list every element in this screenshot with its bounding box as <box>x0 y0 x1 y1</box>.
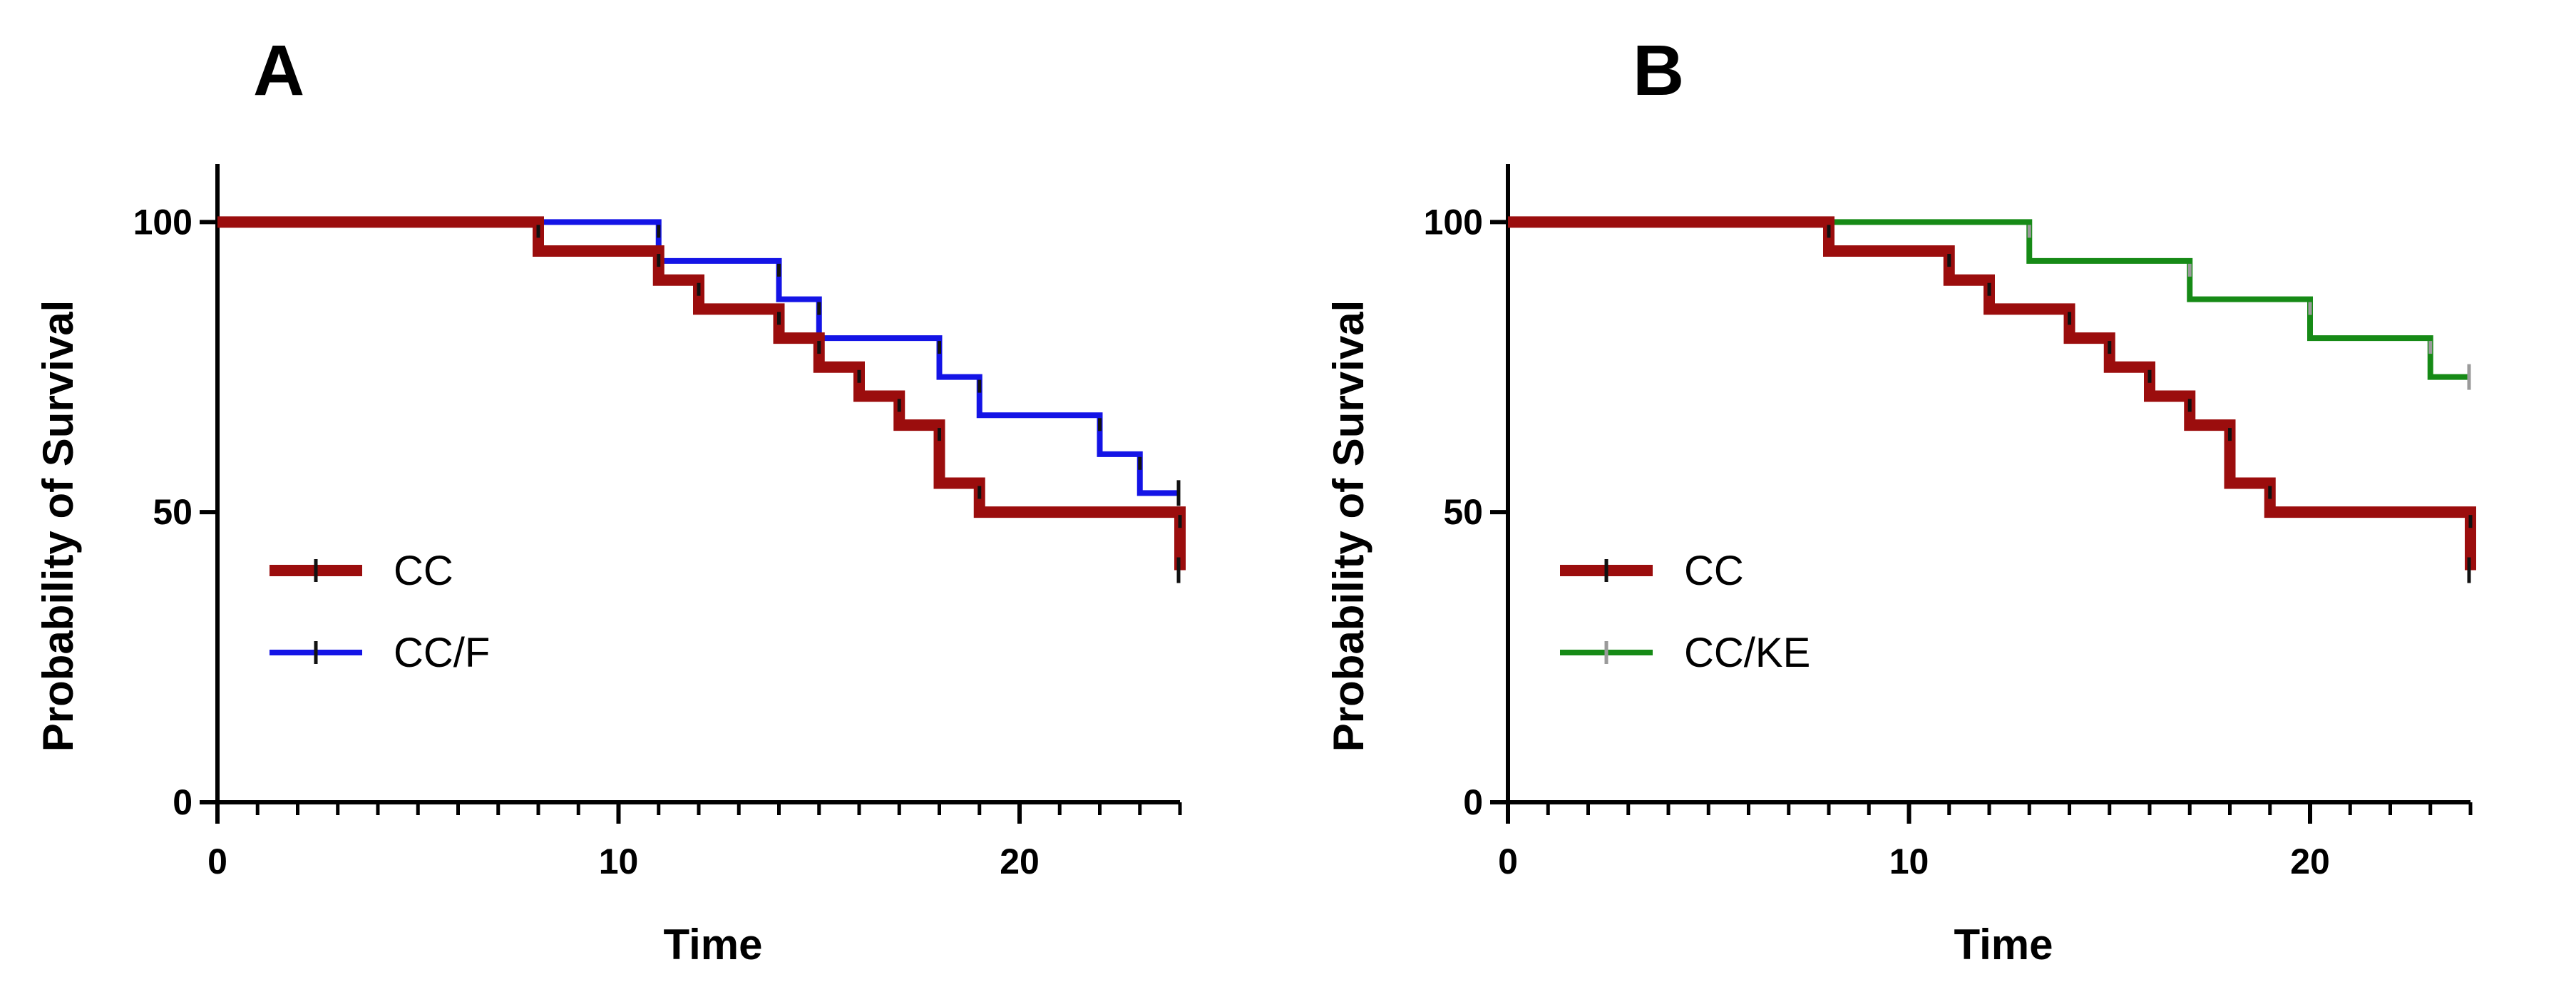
x-tick-label: 20 <box>2290 842 2330 881</box>
panel-b: B 0 50 100 0 10 20 Probability of Survival Time… <box>1290 0 2574 987</box>
panel-a: A 0 50 100 0 10 20 Probability of Survival Time… <box>0 0 1283 987</box>
x-tick-label: 20 <box>1000 842 1040 881</box>
y-tick-label: 100 <box>133 202 193 242</box>
series-line-cc-f <box>217 219 1180 496</box>
x-axis-label: Time <box>664 921 763 968</box>
legend-label: CC <box>394 548 453 594</box>
y-tick-label: 50 <box>1443 492 1483 532</box>
legend-label: CC/F <box>394 630 490 676</box>
panel-label: B <box>1633 31 1685 111</box>
y-tick-label: 0 <box>173 782 193 822</box>
series-line-cc <box>217 216 1186 571</box>
x-tick-label: 10 <box>1889 842 1929 881</box>
x-axis-label: Time <box>1954 921 2053 968</box>
x-tick-label: 0 <box>1498 842 1518 881</box>
survival-chart-b: 0 50 100 0 10 20 Probability of Survival Time CC… <box>1325 164 2476 968</box>
y-tick-label: 0 <box>1463 782 1483 822</box>
y-tick-label: 100 <box>1424 202 1483 242</box>
series-line-cc <box>1508 216 2476 571</box>
x-tick-label: 10 <box>599 842 639 881</box>
y-axis-label: Probability of Survival <box>1325 300 1372 752</box>
panel-label: A <box>253 31 305 111</box>
legend-label: CC/KE <box>1684 630 1810 676</box>
legend-label: CC <box>1684 548 1744 594</box>
survival-chart-a: 0 50 100 0 10 20 Probability of Survival Time CC… <box>34 164 1186 968</box>
y-tick-label: 50 <box>153 492 193 532</box>
x-tick-label: 0 <box>207 842 227 881</box>
series-line-cc-ke <box>1508 219 2470 380</box>
y-axis-label: Probability of Survival <box>34 300 82 752</box>
